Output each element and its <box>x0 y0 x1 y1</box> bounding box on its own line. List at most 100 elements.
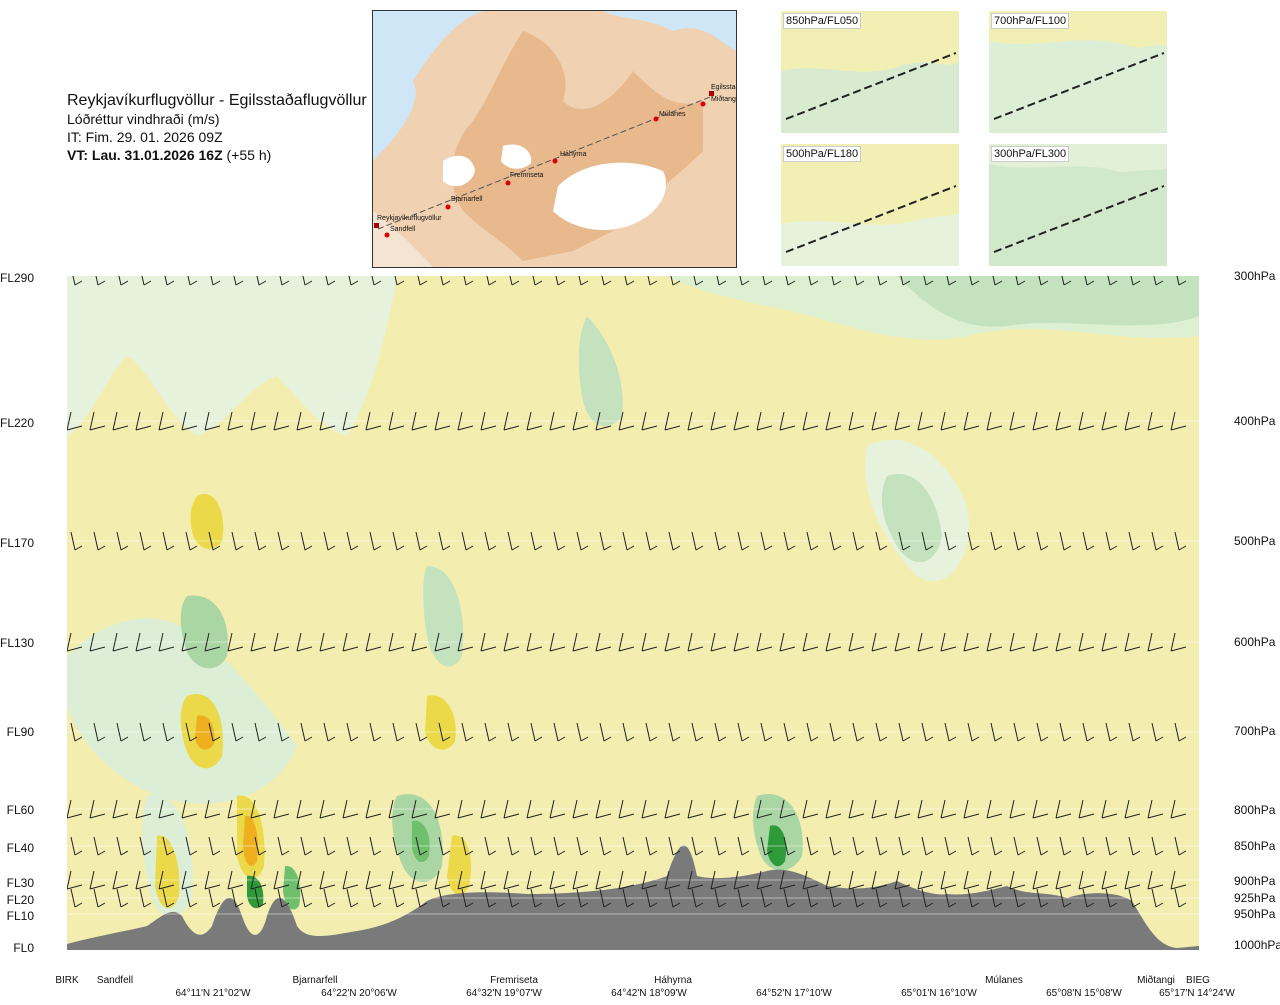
wind-barb <box>940 411 957 431</box>
wind-barb <box>319 799 336 819</box>
wind-barb <box>187 276 198 286</box>
terrain-profile <box>67 845 1199 950</box>
wind-barb <box>967 722 980 742</box>
wind-barb <box>894 411 911 431</box>
waypoint-label: Sandfell <box>96 975 134 986</box>
wind-barb <box>917 411 934 431</box>
wind-barb <box>415 836 428 856</box>
wind-barb <box>457 411 474 431</box>
wind-barb <box>296 870 313 890</box>
waypoint-label: Miðtangi <box>1137 975 1175 986</box>
wind-barb <box>1082 836 1095 856</box>
wind-barb <box>645 722 658 742</box>
wind-barb <box>647 276 658 286</box>
wind-barb <box>273 799 290 819</box>
wind-barb <box>273 411 290 431</box>
wind-barb <box>365 799 382 819</box>
wind-barb <box>342 870 359 890</box>
pressure-level-label: 600hPa <box>1234 635 1276 649</box>
wind-barb <box>67 411 83 431</box>
wind-barb <box>760 722 773 742</box>
wind-barb <box>714 531 727 551</box>
wind-barb <box>369 836 382 856</box>
wind-barb <box>921 531 934 551</box>
wind-barb <box>95 276 106 286</box>
wind-barb <box>1128 531 1141 551</box>
wind-barb <box>1078 632 1095 652</box>
wind-barb <box>576 531 589 551</box>
wind-barb <box>825 870 842 890</box>
wind-barb <box>691 888 704 908</box>
wind-barb <box>365 632 382 652</box>
wind-barb <box>714 888 727 908</box>
wind-barb <box>829 836 842 856</box>
map-label-bjarnarfell: Bjarnarfell <box>451 196 483 203</box>
wind-barb <box>388 411 405 431</box>
wind-barb <box>1101 870 1118 890</box>
pressure-level-label: 900hPa <box>1234 874 1276 888</box>
wind-barb <box>371 276 382 286</box>
route-waypoints <box>384 101 706 238</box>
wind-barb <box>756 411 773 431</box>
wind-barb <box>89 799 106 819</box>
wind-barb <box>852 888 865 908</box>
waypoint-label: Bjarnarfell <box>292 975 338 986</box>
wind-barb <box>1032 870 1049 890</box>
wind-barb <box>664 632 681 652</box>
wind-barb <box>526 411 543 431</box>
wind-barb <box>595 632 612 652</box>
wind-barb <box>296 799 313 819</box>
thumbnail-700hpa[interactable]: 700hPa/FL100 <box>989 11 1167 133</box>
wind-barb <box>871 799 888 819</box>
wind-barb <box>231 836 244 856</box>
wind-barb <box>1147 799 1164 819</box>
wind-barb <box>415 888 428 908</box>
wind-barb <box>875 888 888 908</box>
wind-barb <box>70 888 83 908</box>
wind-barb <box>576 836 589 856</box>
coordinate-label: 65°17'N 14°24'W <box>1159 988 1235 999</box>
coordinate-label: 65°01'N 16°10'W <box>901 988 977 999</box>
wind-barb <box>664 799 681 819</box>
wind-barb <box>530 836 543 856</box>
wind-barb <box>664 870 681 890</box>
wind-barb <box>411 411 428 431</box>
thumbnail-300hpa[interactable]: 300hPa/FL300 <box>989 144 1167 266</box>
birk-marker <box>374 223 379 228</box>
wind-barb <box>208 531 221 551</box>
coordinate-label: 64°42'N 18°09'W <box>611 988 687 999</box>
wind-barb <box>254 531 267 551</box>
thumbnail-500hpa[interactable]: 500hPa/FL180 <box>781 144 959 266</box>
wind-barb <box>599 722 612 742</box>
wind-barb <box>1101 411 1118 431</box>
wind-barb <box>779 411 796 431</box>
wind-barb <box>158 799 175 819</box>
wind-barb <box>346 531 359 551</box>
wind-barb <box>779 632 796 652</box>
wind-barb <box>417 276 428 286</box>
thumbnail-label: 850hPa/FL050 <box>783 13 862 29</box>
thumbnail-850hpa[interactable]: 850hPa/FL050 <box>781 11 959 133</box>
wind-barb <box>921 722 934 742</box>
wind-barb <box>93 722 106 742</box>
wind-barb <box>963 632 980 652</box>
wind-barb <box>1101 799 1118 819</box>
wind-barb <box>503 870 520 890</box>
wind-barb <box>254 888 267 908</box>
wind-barb <box>990 722 1003 742</box>
wind-barb <box>227 870 244 890</box>
wind-barb <box>116 722 129 742</box>
wind-barb <box>411 870 428 890</box>
wind-barb <box>204 870 221 890</box>
wind-barb <box>461 531 474 551</box>
wind-barb <box>162 836 175 856</box>
wind-barb <box>871 632 888 652</box>
wind-barb <box>273 870 290 890</box>
wind-barb <box>806 531 819 551</box>
wind-barb <box>162 531 175 551</box>
wind-barb <box>553 531 566 551</box>
wind-barb <box>756 870 773 890</box>
wind-barb <box>1013 722 1026 742</box>
wind-barb <box>825 632 842 652</box>
wind-barb <box>1170 870 1187 890</box>
